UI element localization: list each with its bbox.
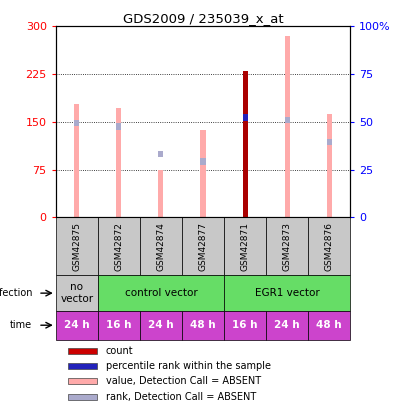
Bar — [242, 71, 248, 217]
Bar — [182, 311, 224, 339]
Bar — [308, 217, 350, 275]
Text: infection: infection — [0, 288, 32, 298]
Bar — [201, 130, 205, 217]
Bar — [98, 275, 224, 311]
Bar — [266, 217, 308, 275]
Bar — [56, 275, 98, 311]
Text: GSM42874: GSM42874 — [156, 222, 166, 271]
Bar — [242, 114, 248, 121]
Text: percentile rank within the sample: percentile rank within the sample — [106, 361, 271, 371]
Bar — [116, 123, 121, 130]
Bar — [266, 311, 308, 339]
Bar — [182, 217, 224, 275]
Text: 16 h: 16 h — [106, 320, 132, 330]
Bar — [140, 217, 182, 275]
Bar — [158, 170, 164, 217]
Text: time: time — [10, 320, 32, 330]
Bar — [98, 217, 140, 275]
Bar — [158, 151, 164, 157]
Bar — [224, 311, 266, 339]
Text: GSM42875: GSM42875 — [72, 222, 81, 271]
Bar — [56, 311, 98, 339]
Bar — [68, 363, 97, 369]
Bar — [285, 117, 290, 123]
Text: 16 h: 16 h — [232, 320, 258, 330]
Bar — [56, 217, 98, 275]
Text: GSM42871: GSM42871 — [240, 222, 250, 271]
Text: 24 h: 24 h — [148, 320, 174, 330]
Text: 48 h: 48 h — [190, 320, 216, 330]
Bar — [224, 275, 350, 311]
Text: control vector: control vector — [125, 288, 197, 298]
Text: GSM42876: GSM42876 — [325, 222, 334, 271]
Bar — [98, 311, 140, 339]
Bar — [308, 311, 350, 339]
Text: value, Detection Call = ABSENT: value, Detection Call = ABSENT — [106, 376, 261, 386]
Text: count: count — [106, 345, 133, 356]
Bar — [224, 217, 266, 275]
Text: GSM42873: GSM42873 — [283, 222, 292, 271]
Bar — [140, 311, 182, 339]
Title: GDS2009 / 235039_x_at: GDS2009 / 235039_x_at — [123, 12, 283, 25]
Bar — [68, 394, 97, 400]
Bar — [116, 108, 121, 217]
Bar — [201, 158, 205, 164]
Text: no
vector: no vector — [60, 282, 93, 304]
Text: GSM42877: GSM42877 — [199, 222, 207, 271]
Text: 24 h: 24 h — [64, 320, 90, 330]
Bar — [68, 347, 97, 354]
Bar — [327, 114, 332, 217]
Text: EGR1 vector: EGR1 vector — [255, 288, 320, 298]
Text: 24 h: 24 h — [274, 320, 300, 330]
Text: GSM42872: GSM42872 — [114, 222, 123, 271]
Bar — [68, 378, 97, 384]
Text: rank, Detection Call = ABSENT: rank, Detection Call = ABSENT — [106, 392, 256, 402]
Bar — [74, 120, 79, 126]
Bar — [74, 104, 79, 217]
Text: 48 h: 48 h — [316, 320, 342, 330]
Bar — [327, 139, 332, 145]
Bar — [285, 36, 290, 217]
